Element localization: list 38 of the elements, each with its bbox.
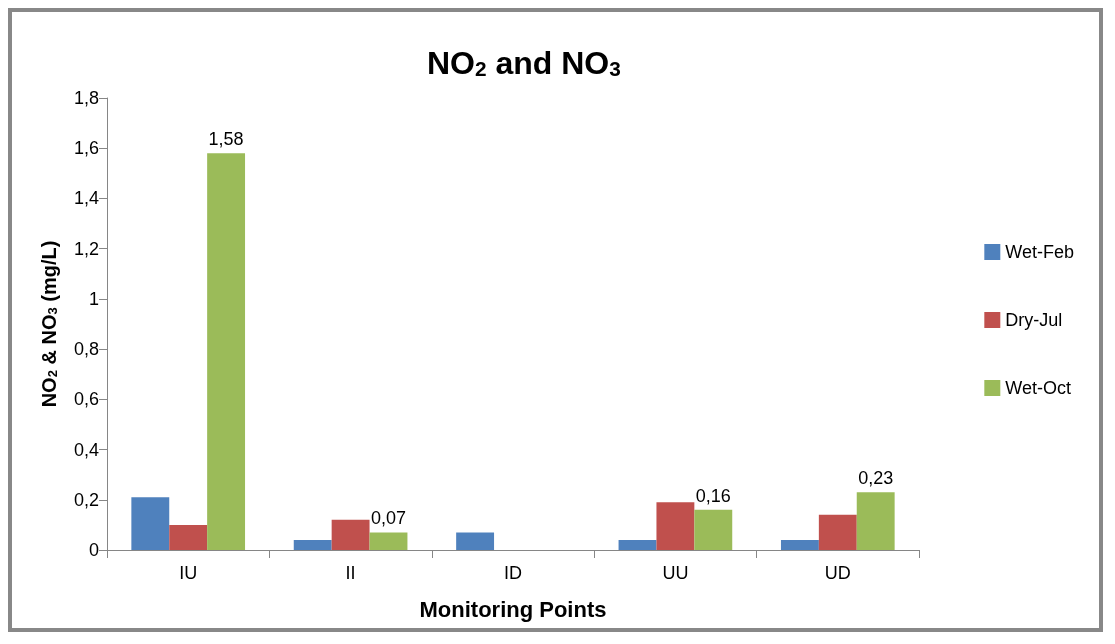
data-label: 1,58 (208, 129, 244, 150)
y-tick-label: 0,6 (73, 389, 99, 410)
bar (207, 153, 246, 550)
data-label: 0,16 (695, 485, 731, 506)
y-axis-title: NO2 & NO3 (mg/L) (38, 240, 60, 408)
bar (818, 514, 857, 550)
bar (331, 519, 370, 550)
bar (131, 497, 170, 550)
bar (856, 492, 895, 550)
bar (293, 539, 332, 550)
y-tick-label: 0,4 (73, 439, 99, 460)
bar (169, 524, 208, 550)
bar (369, 532, 408, 550)
legend-label: Wet-Oct (1005, 378, 1071, 398)
y-tick-label: 1,6 (73, 138, 99, 159)
bar (780, 539, 819, 550)
x-tick-label: ID (504, 563, 522, 583)
data-label: 0,07 (370, 508, 407, 529)
bar (618, 539, 657, 550)
x-tick-label: II (345, 563, 356, 583)
y-tick-label: 0 (88, 540, 99, 560)
y-tick-label: 1 (88, 288, 99, 309)
y-tick-label: 1,4 (73, 188, 99, 209)
x-tick-label: UU (662, 563, 689, 583)
chart-title: NO2 and NO3 (427, 45, 621, 82)
legend-label: Dry-Jul (1005, 310, 1063, 330)
bar (694, 509, 733, 550)
bar (456, 532, 495, 550)
x-tick-label: IU (179, 563, 198, 583)
x-axis-title: Monitoring Points (419, 596, 607, 622)
data-label: 0,23 (858, 468, 894, 489)
y-tick-label: 0,8 (73, 339, 99, 360)
x-tick-label: UD (824, 563, 851, 583)
y-tick-label: 0,2 (73, 489, 99, 510)
legend-label: Wet-Feb (1005, 242, 1074, 262)
y-tick-label: 1,8 (73, 88, 99, 108)
bar (656, 502, 695, 550)
y-tick-label: 1,2 (73, 238, 99, 259)
